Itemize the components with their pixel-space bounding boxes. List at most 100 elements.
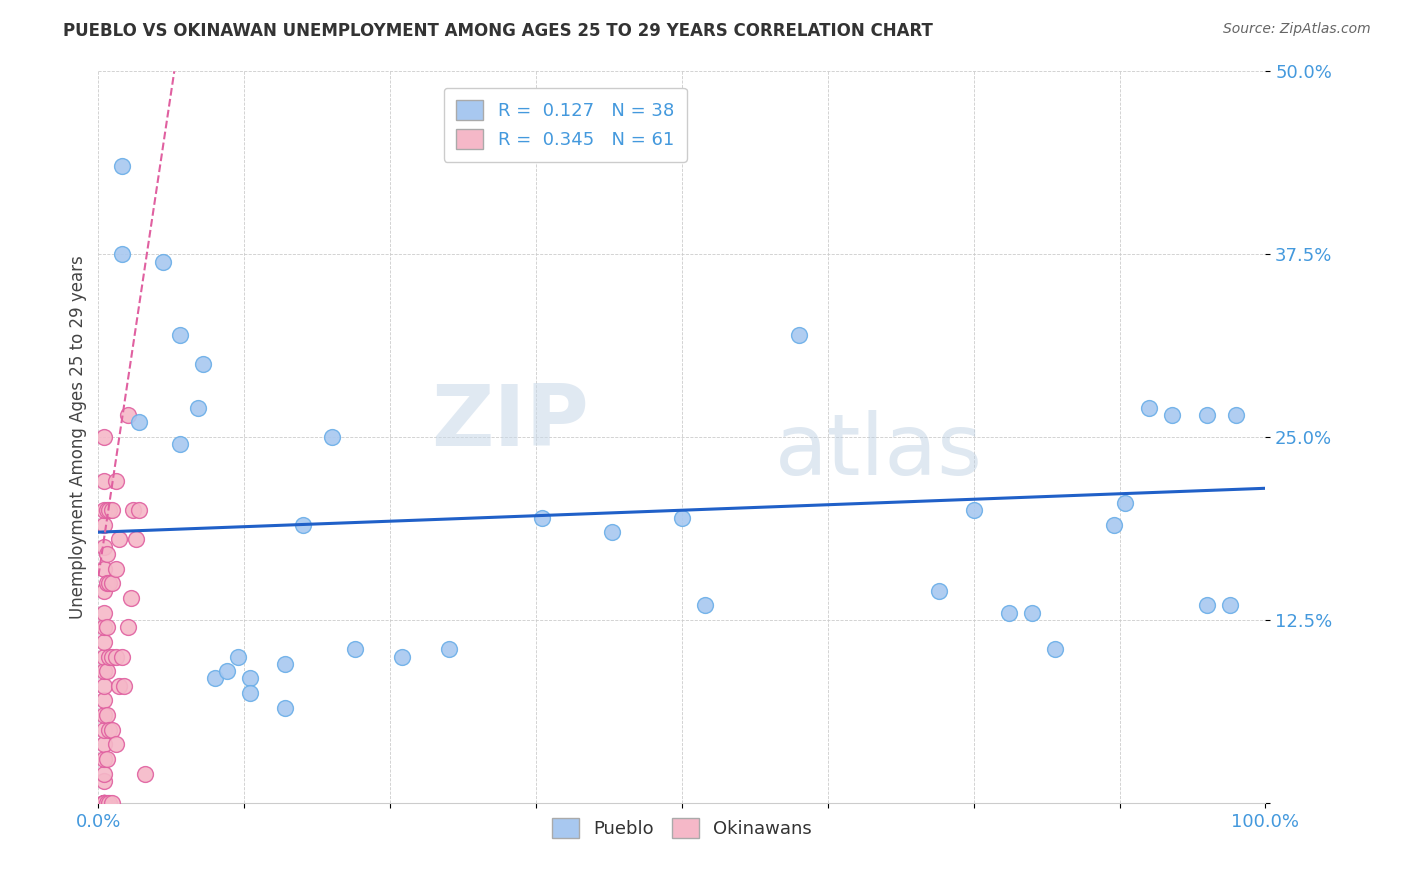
Point xyxy=(93,796,115,810)
Point xyxy=(1195,408,1218,422)
Point xyxy=(291,517,314,532)
Point xyxy=(152,254,174,268)
Point xyxy=(228,649,250,664)
Point xyxy=(1225,408,1247,422)
Point xyxy=(93,766,115,780)
Point xyxy=(93,540,115,554)
Point xyxy=(108,533,131,547)
Point xyxy=(274,700,297,714)
Point xyxy=(117,620,139,634)
Point xyxy=(97,503,120,517)
Point xyxy=(93,796,115,810)
Point xyxy=(96,664,118,678)
Point xyxy=(93,796,115,810)
Point xyxy=(93,723,115,737)
Point xyxy=(1161,408,1184,422)
Text: ZIP: ZIP xyxy=(430,381,589,464)
Point xyxy=(112,679,135,693)
Text: Source: ZipAtlas.com: Source: ZipAtlas.com xyxy=(1223,22,1371,37)
Point xyxy=(97,796,120,810)
Point xyxy=(93,430,115,444)
Point xyxy=(97,649,120,664)
Point xyxy=(93,773,115,788)
Point xyxy=(215,664,238,678)
Point xyxy=(104,474,127,488)
Text: atlas: atlas xyxy=(775,410,983,493)
Point xyxy=(962,503,984,517)
Point xyxy=(204,672,226,686)
Point xyxy=(96,708,118,723)
Point xyxy=(169,437,191,451)
Point xyxy=(104,649,127,664)
Point xyxy=(101,723,124,737)
Point xyxy=(93,620,115,634)
Point xyxy=(120,591,142,605)
Point xyxy=(93,752,115,766)
Point xyxy=(344,642,367,657)
Point xyxy=(93,737,115,751)
Point xyxy=(1137,401,1160,415)
Point xyxy=(530,510,553,524)
Point xyxy=(93,503,115,517)
Point xyxy=(96,576,118,591)
Point xyxy=(97,723,120,737)
Point xyxy=(117,408,139,422)
Point xyxy=(1045,642,1067,657)
Point xyxy=(93,649,115,664)
Text: PUEBLO VS OKINAWAN UNEMPLOYMENT AMONG AGES 25 TO 29 YEARS CORRELATION CHART: PUEBLO VS OKINAWAN UNEMPLOYMENT AMONG AG… xyxy=(63,22,934,40)
Point xyxy=(193,357,215,371)
Point xyxy=(93,796,115,810)
Point xyxy=(101,796,124,810)
Point xyxy=(93,664,115,678)
Point xyxy=(93,583,115,598)
Point xyxy=(997,606,1019,620)
Point xyxy=(321,430,343,444)
Point xyxy=(96,752,118,766)
Point xyxy=(104,737,127,751)
Point xyxy=(111,247,134,261)
Point xyxy=(93,517,115,532)
Point xyxy=(93,679,115,693)
Point xyxy=(128,416,150,430)
Point xyxy=(96,547,118,561)
Point xyxy=(101,576,124,591)
Point xyxy=(274,657,297,671)
Point xyxy=(239,672,262,686)
Point xyxy=(600,525,623,540)
Point xyxy=(1195,599,1218,613)
Point xyxy=(187,401,209,415)
Point xyxy=(93,635,115,649)
Point xyxy=(134,766,156,780)
Point xyxy=(101,649,124,664)
Point xyxy=(671,510,693,524)
Point xyxy=(122,503,145,517)
Y-axis label: Unemployment Among Ages 25 to 29 years: Unemployment Among Ages 25 to 29 years xyxy=(69,255,87,619)
Point xyxy=(928,583,950,598)
Point xyxy=(437,642,460,657)
Point xyxy=(1021,606,1043,620)
Point xyxy=(93,606,115,620)
Point xyxy=(93,796,115,810)
Point xyxy=(111,649,134,664)
Point xyxy=(104,562,127,576)
Point xyxy=(1219,599,1241,613)
Point xyxy=(96,503,118,517)
Point xyxy=(128,503,150,517)
Point xyxy=(97,576,120,591)
Point xyxy=(93,708,115,723)
Point xyxy=(787,327,810,342)
Point xyxy=(93,693,115,707)
Point xyxy=(125,533,148,547)
Point xyxy=(93,796,115,810)
Point xyxy=(239,686,262,700)
Point xyxy=(96,796,118,810)
Point xyxy=(101,503,124,517)
Point xyxy=(1114,496,1136,510)
Point xyxy=(391,649,413,664)
Point xyxy=(695,599,717,613)
Point xyxy=(108,679,131,693)
Point xyxy=(93,474,115,488)
Point xyxy=(93,796,115,810)
Point xyxy=(1102,517,1125,532)
Point xyxy=(169,327,191,342)
